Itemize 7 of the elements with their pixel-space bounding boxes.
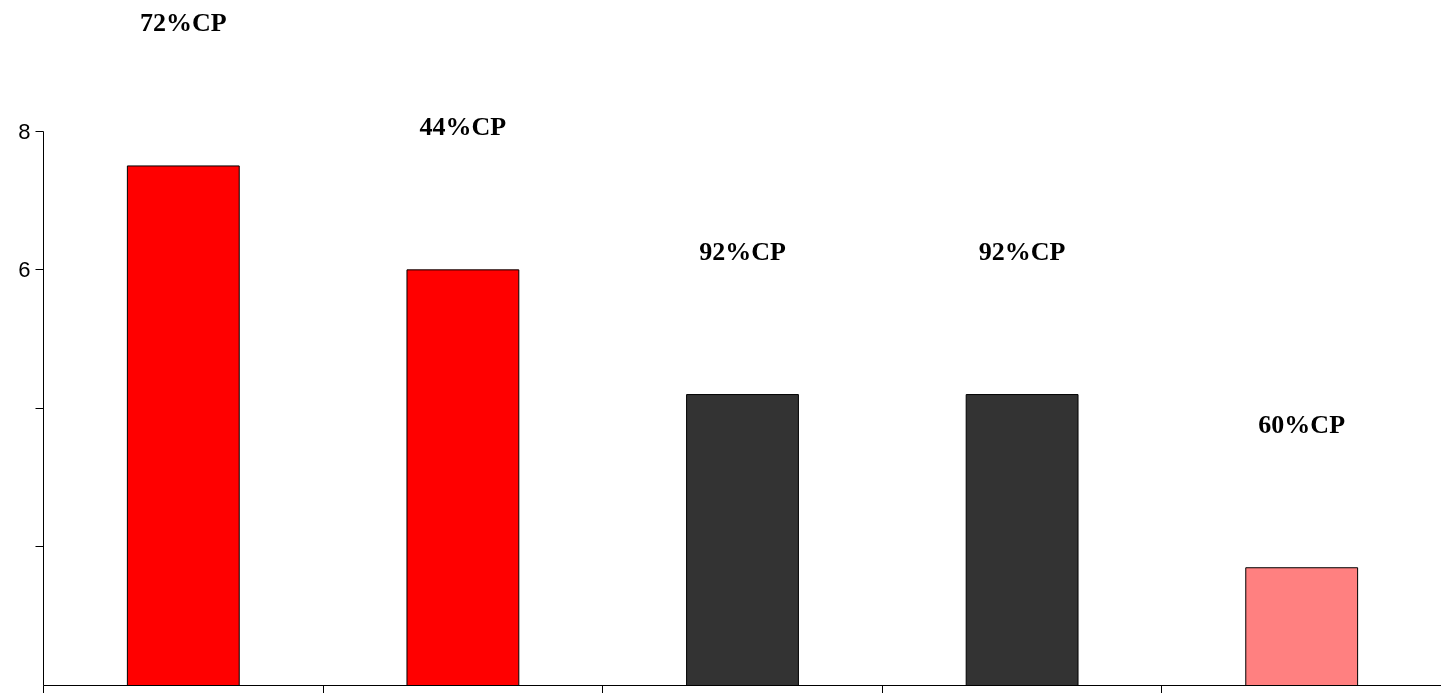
annotation: 60%CP [1258, 410, 1346, 440]
y-tick-label: 8 [18, 118, 31, 144]
y-tick-label: 6 [18, 257, 31, 283]
annotation: 44%CP [419, 112, 507, 142]
annotation: 92%CP [978, 237, 1066, 267]
annotation: 92%CP [699, 237, 786, 267]
text: 72%CP [139, 8, 227, 38]
